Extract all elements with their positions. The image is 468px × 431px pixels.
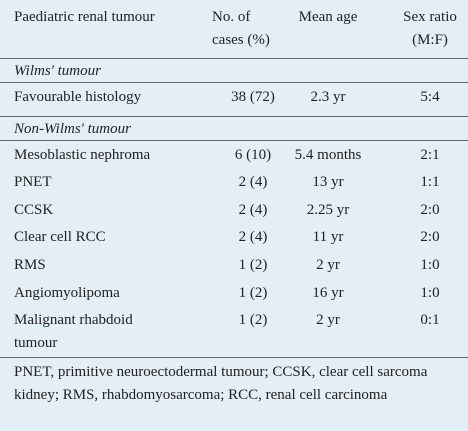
table-cell: 1:0 (420, 284, 440, 301)
header-cell: Mean age (298, 9, 358, 25)
table-cell: 2:0 (420, 229, 440, 246)
table-cell: 1:0 (420, 257, 440, 273)
header-cell: No. of cases (%) (212, 9, 270, 48)
header-cell: Sex ratio (M:F) (403, 9, 457, 48)
row-rule (0, 82, 468, 83)
table-cell: Malignant rhabdoid tumour (14, 312, 133, 352)
table-cell: Clear cell RCC (14, 229, 106, 246)
table-cell: Favourable histology (14, 89, 142, 105)
table-cell: 2:0 (420, 201, 440, 218)
table-cell: 2 yr (316, 312, 340, 329)
table-cell: 5.4 months (294, 146, 362, 163)
table-cell: 1 (2) (238, 312, 268, 329)
table-cell: Mesoblastic nephroma (14, 146, 151, 163)
header-cell: Paediatric renal tumour (14, 9, 155, 25)
table-cell: RMS (14, 257, 46, 273)
section-title: Non-Wilms' tumour (14, 120, 131, 137)
section-title: Wilms' tumour (14, 63, 101, 79)
row-rule (0, 357, 468, 358)
table-cell: 0:1 (420, 312, 440, 329)
table-cell: 38 (72) (231, 89, 275, 105)
table-cell: 2 (4) (238, 229, 268, 246)
row-rule (0, 115, 468, 117)
table-cell: 2:1 (420, 146, 440, 163)
table-cell: 13 yr (312, 174, 344, 191)
table-cell: 1 (2) (238, 257, 268, 273)
footnote: PNET, primitive neuroectodermal tumour; … (14, 364, 428, 403)
row-rule (0, 58, 468, 59)
table-cell: 16 yr (312, 284, 344, 301)
table-cell: 1:1 (420, 174, 440, 191)
table-cell: 6 (10) (234, 146, 272, 163)
table-cell: 11 yr (312, 229, 344, 246)
table-cell: 5:4 (420, 89, 440, 105)
table-cell: Angiomyolipoma (14, 284, 120, 301)
table-cell: 2.25 yr (306, 201, 350, 218)
table-cell: 2 (4) (238, 174, 268, 191)
table-cell: CCSK (14, 201, 54, 218)
table-cell: 1 (2) (238, 284, 268, 301)
table-cell: PNET (14, 174, 52, 191)
table-cell: 2.3 yr (310, 89, 346, 105)
table-cell: 2 (4) (238, 201, 268, 218)
table-cell: 2 yr (316, 257, 340, 273)
row-rule (0, 139, 468, 141)
